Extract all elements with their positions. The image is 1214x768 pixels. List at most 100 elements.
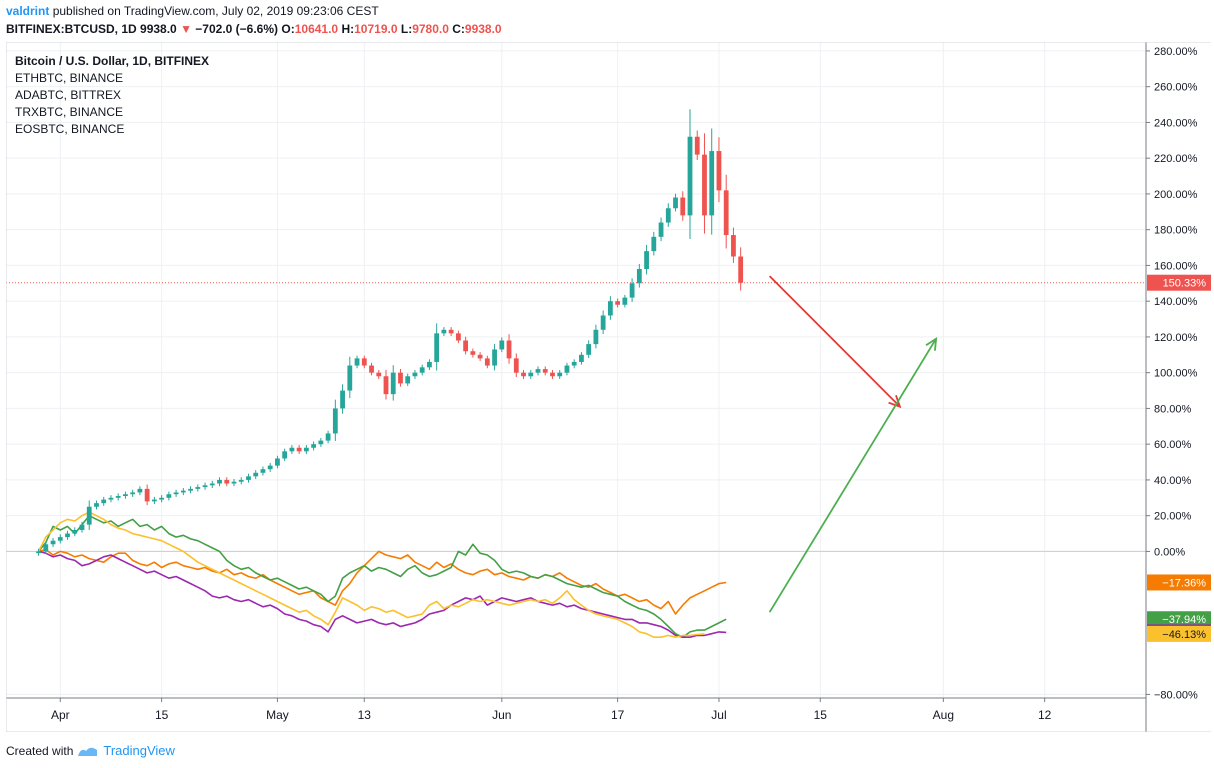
symbol-label: BITFINEX:BTCUSD, 1D xyxy=(6,22,137,36)
candle-body xyxy=(709,151,715,216)
candle-body xyxy=(159,497,165,500)
candle-body xyxy=(586,344,592,355)
x-tick-label: May xyxy=(266,708,289,722)
candle-body xyxy=(738,256,744,283)
legend-adabtc[interactable]: ADABTC, BITTREX xyxy=(15,88,122,102)
price-change: −702.0 (−6.6%) xyxy=(195,22,279,36)
series-line-eosbtc xyxy=(37,511,705,639)
last-value-tag xyxy=(1147,274,1211,291)
x-tick-label: 15 xyxy=(814,708,828,722)
author-name[interactable]: valdrint xyxy=(6,4,50,18)
chart-background xyxy=(6,42,1211,732)
candle-body xyxy=(506,340,512,359)
candle-body xyxy=(441,329,447,334)
last-value-tag xyxy=(1147,625,1211,642)
open-value: 10641.0 xyxy=(294,22,339,36)
x-tick-label: 15 xyxy=(155,708,169,722)
ohlc-line: BITFINEX:BTCUSD, 1D 9938.0 ▼ −702.0 (−6.… xyxy=(6,22,502,36)
candle-body xyxy=(318,440,324,445)
candle-body xyxy=(231,481,237,484)
x-tick-label: 12 xyxy=(1038,708,1052,722)
arrowhead-icon xyxy=(925,336,938,351)
candle-body xyxy=(658,222,664,237)
y-tick-label: 280.00% xyxy=(1154,46,1198,58)
legend-eosbtc[interactable]: EOSBTC, BINANCE xyxy=(15,122,125,136)
candle-body xyxy=(716,151,722,191)
candle-body xyxy=(238,479,244,482)
candle-body xyxy=(202,485,208,488)
candle-body xyxy=(528,372,534,377)
candle-body xyxy=(636,269,642,284)
candle-body xyxy=(571,361,577,366)
y-axis: 280.00% 260.00% 240.00% 220.00% 200.00% 180.0… xyxy=(1146,46,1198,701)
candle-body xyxy=(180,490,186,493)
created-with-label: Created with xyxy=(6,743,74,758)
candle-body xyxy=(535,369,541,373)
candle-body xyxy=(579,354,584,362)
last-value-tag xyxy=(1147,574,1211,591)
y-tick-label: 120.00% xyxy=(1154,332,1198,344)
last-value-tag xyxy=(1147,611,1211,628)
candle-body xyxy=(499,340,505,350)
chart-frame xyxy=(6,42,1211,732)
y-tick-label: 140.00% xyxy=(1154,296,1198,308)
publish-line: valdrint published on TradingView.com, J… xyxy=(6,4,379,18)
down-trend-arrow xyxy=(768,275,901,408)
comparison-chart[interactable]: 280.00% 260.00% 240.00% 220.00% 200.00% 180.0… xyxy=(6,42,1211,732)
candle-body xyxy=(101,499,107,504)
candle-body xyxy=(673,197,678,209)
candle-body xyxy=(57,537,63,541)
candle-body xyxy=(455,333,461,341)
candle-body xyxy=(615,301,621,305)
y-tick-label: 240.00% xyxy=(1154,117,1198,129)
series-legend: Bitcoin / U.S. Dollar, 1D, BITFINEX ETHB… xyxy=(15,53,209,138)
candle-body xyxy=(477,354,483,359)
candle-body xyxy=(629,283,635,298)
candle-body xyxy=(137,488,143,493)
candle-body xyxy=(376,372,382,377)
candle-body xyxy=(412,372,418,377)
candle-body xyxy=(65,533,70,538)
candle-body xyxy=(311,444,317,448)
candle-body xyxy=(43,544,49,552)
candle-body xyxy=(267,465,273,470)
candle-body xyxy=(383,376,389,395)
candle-body xyxy=(557,372,563,377)
legend-ethbtc[interactable]: ETHBTC, BINANCE xyxy=(15,71,124,85)
legend-btc[interactable]: Bitcoin / U.S. Dollar, 1D, BITFINEX xyxy=(15,54,210,68)
candle-body xyxy=(550,372,555,377)
series-line-trxbtc xyxy=(38,550,727,639)
candle-body xyxy=(369,365,374,373)
candle-body xyxy=(680,197,686,216)
low-value: 9780.0 xyxy=(412,22,449,36)
candle-body xyxy=(434,333,440,362)
y-tick-label: 40.00% xyxy=(1154,475,1192,487)
y-tick-label: 0.00% xyxy=(1154,546,1185,558)
legend-trxbtc[interactable]: TRXBTC, BINANCE xyxy=(15,105,124,119)
candle-body xyxy=(593,329,599,345)
candle-body xyxy=(694,136,700,155)
down-arrow-icon: ▼ xyxy=(180,22,192,36)
candle-body xyxy=(108,497,114,500)
candle-body xyxy=(622,297,628,305)
y-tick-label: 200.00% xyxy=(1154,189,1198,201)
open-label: O: xyxy=(281,22,295,36)
candle-body xyxy=(188,488,193,491)
candle-body xyxy=(282,451,288,459)
candle-body xyxy=(644,251,649,270)
y-tick-label: 220.00% xyxy=(1154,153,1198,165)
y-tick-label: 100.00% xyxy=(1154,368,1198,380)
candle-body xyxy=(260,469,266,473)
x-axis: Apr 15 May 13 Jun 17 Jul 15 Aug 12 xyxy=(51,698,1052,722)
high-value: 10719.0 xyxy=(354,22,398,36)
high-label: H: xyxy=(341,22,355,36)
candle-body xyxy=(332,408,338,434)
up-trend-arrow xyxy=(768,338,937,613)
candle-body xyxy=(398,372,403,384)
candle-body xyxy=(731,235,736,257)
candle-body xyxy=(144,488,150,502)
candle-body xyxy=(224,479,230,484)
candle-body xyxy=(151,499,157,502)
candle-body xyxy=(427,361,432,368)
tradingview-brand[interactable]: TradingView xyxy=(103,743,175,758)
